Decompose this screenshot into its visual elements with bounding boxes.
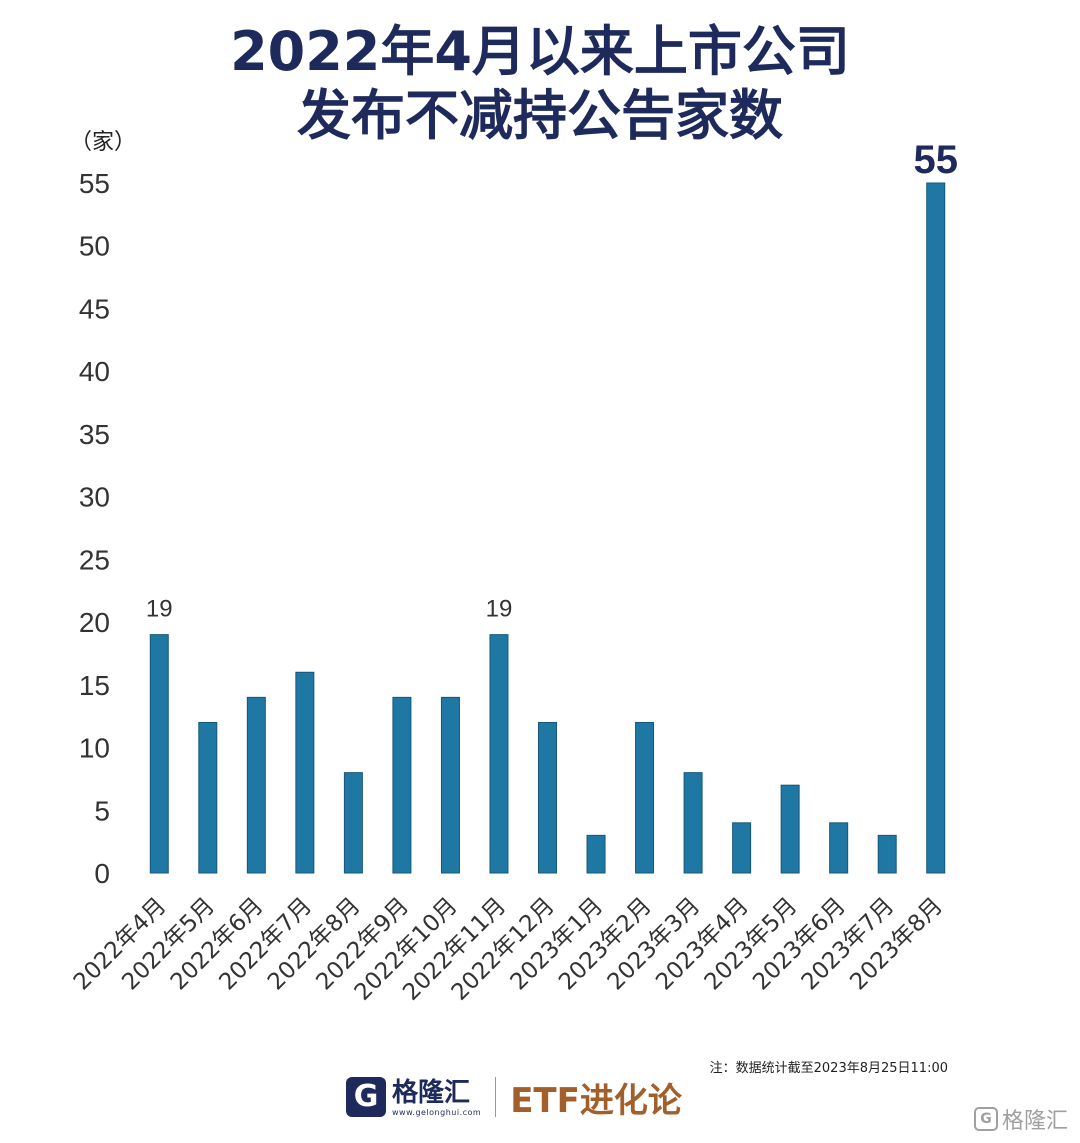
y-tick-label: 10 bbox=[79, 733, 110, 764]
bar bbox=[635, 721, 655, 874]
logo-name: 格隆汇 bbox=[392, 1077, 471, 1108]
watermark-logo-icon: G bbox=[973, 1107, 998, 1131]
data-label: 19 bbox=[486, 596, 513, 623]
data-label: 19 bbox=[146, 596, 173, 623]
bar bbox=[877, 834, 897, 874]
bar bbox=[683, 772, 703, 874]
bar bbox=[440, 696, 460, 874]
y-tick-label: 0 bbox=[94, 858, 110, 889]
y-tick-label: 20 bbox=[79, 607, 110, 638]
gelonghui-logo-icon: G bbox=[346, 1077, 386, 1117]
bar bbox=[489, 634, 509, 874]
y-tick-label: 45 bbox=[79, 293, 110, 324]
bar bbox=[392, 696, 412, 874]
footer-divider bbox=[495, 1077, 497, 1117]
bar bbox=[246, 696, 266, 874]
y-tick-label: 25 bbox=[79, 544, 110, 575]
chart-title: 2022年4月以来上市公司 发布不减持公告家数 bbox=[0, 20, 1080, 148]
y-tick-label: 55 bbox=[79, 168, 110, 199]
bar bbox=[586, 834, 606, 874]
bar bbox=[926, 182, 946, 874]
etf-brand-text: ETF进化论 bbox=[510, 1080, 682, 1121]
y-tick-label: 35 bbox=[79, 419, 110, 450]
data-label: 55 bbox=[913, 138, 958, 182]
bar bbox=[732, 822, 752, 874]
y-tick-label: 50 bbox=[79, 231, 110, 262]
bar bbox=[780, 784, 800, 874]
bar bbox=[198, 721, 218, 874]
y-tick-label: 30 bbox=[79, 482, 110, 513]
logo-url: www.gelonghui.com bbox=[392, 1107, 482, 1117]
watermark-text: 格隆汇 bbox=[1001, 1109, 1068, 1134]
y-tick-label: 5 bbox=[94, 795, 110, 826]
bar bbox=[829, 822, 849, 874]
bar bbox=[149, 634, 169, 874]
y-tick-label: 15 bbox=[79, 670, 110, 701]
chart-title-line1: 2022年4月以来上市公司 bbox=[230, 20, 850, 83]
watermark: G 格隆汇 bbox=[973, 1103, 1068, 1135]
bar bbox=[343, 772, 363, 874]
data-note: 注：数据统计截至2023年8月25日11:00 bbox=[709, 1061, 948, 1076]
footer-branding: G 格隆汇 www.gelonghui.com ETF进化论 bbox=[346, 1074, 682, 1121]
chart-title-line2: 发布不减持公告家数 bbox=[297, 84, 783, 147]
bar-chart: 05101520253035404550552022年4月2022年5月2022… bbox=[69, 138, 958, 1006]
bar bbox=[538, 721, 557, 874]
logo-text-group: 格隆汇 www.gelonghui.com bbox=[392, 1078, 481, 1117]
y-tick-label: 40 bbox=[79, 356, 110, 387]
y-axis-unit-label: （家） bbox=[70, 130, 137, 155]
bar bbox=[295, 671, 315, 874]
